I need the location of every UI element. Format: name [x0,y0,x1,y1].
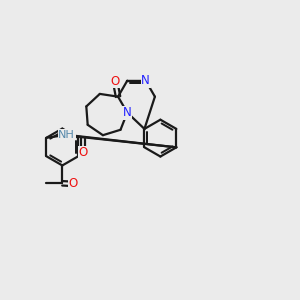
Text: O: O [78,146,88,159]
Text: O: O [110,75,120,88]
Text: N: N [141,74,150,87]
Text: O: O [68,177,77,190]
Text: N: N [123,106,132,119]
Text: NH: NH [58,130,75,140]
